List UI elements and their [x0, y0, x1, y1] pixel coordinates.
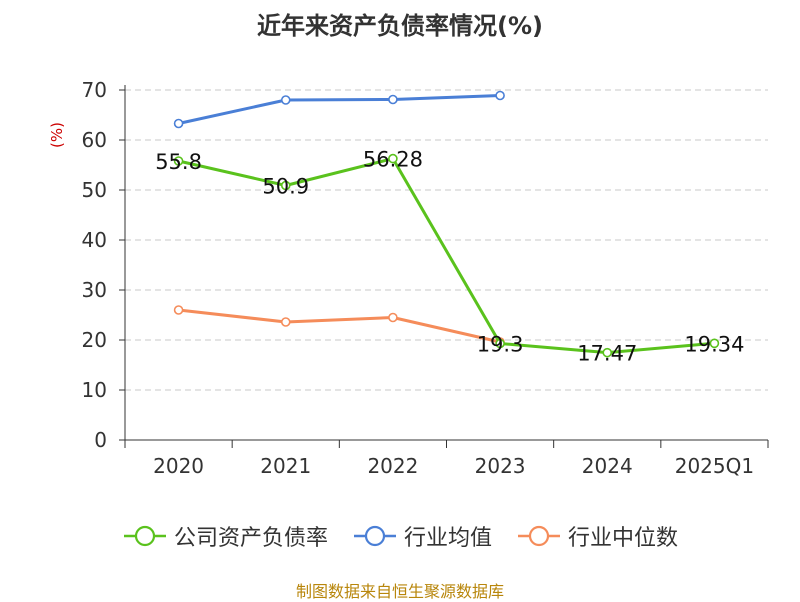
legend-label: 公司资产负债率	[173, 526, 328, 551]
data-point	[388, 153, 398, 164]
data-point	[495, 338, 505, 349]
data-label: 50.9	[262, 175, 309, 199]
x-tick-label: 2023	[475, 454, 526, 478]
series-line	[178, 94, 501, 125]
legend-label: 行业均值	[403, 526, 492, 551]
y-tick-label: 20	[82, 328, 107, 352]
y-tick-label: 40	[82, 228, 107, 252]
legend-item[interactable]: 行业均值	[352, 520, 492, 552]
y-tick-label: 10	[82, 378, 107, 402]
data-point	[709, 338, 720, 349]
legend-marker-icon	[123, 525, 166, 547]
data-point	[173, 118, 184, 129]
legend-marker-icon	[518, 525, 560, 547]
legend-item[interactable]: 公司资产负债率	[122, 520, 328, 552]
x-tick-label: 2022	[367, 454, 418, 478]
data-label: 19.3	[477, 333, 524, 357]
legend-label: 行业中位数	[568, 526, 679, 551]
data-label: 56.28	[363, 148, 423, 172]
series-line	[178, 308, 501, 344]
y-tick-label: 50	[82, 178, 107, 202]
legend-marker-icon	[353, 525, 396, 547]
y-tick-label: 70	[82, 78, 107, 102]
data-point	[280, 95, 291, 105]
data-point	[388, 312, 398, 323]
y-tick-label: 30	[82, 278, 107, 302]
data-point	[280, 317, 291, 327]
data-point	[388, 94, 398, 105]
data-label: 17.47	[577, 342, 637, 366]
chart-title: 近年来资产负债率情况(%)	[257, 12, 543, 40]
y-tick-label: 0	[94, 428, 107, 452]
x-tick-label: 2024	[582, 454, 633, 478]
x-tick-label: 2025Q1	[675, 454, 754, 478]
series-line	[178, 157, 715, 355]
data-point	[280, 180, 291, 191]
x-tick-label: 2021	[260, 454, 311, 478]
legend-item[interactable]: 行业中位数	[516, 520, 678, 552]
data-point	[173, 156, 184, 166]
x-tick-label: 2020	[153, 454, 204, 478]
data-label: 19.34	[684, 332, 744, 356]
data-point	[495, 90, 505, 101]
data-source: 制图数据来自恒生聚源数据库	[295, 582, 504, 601]
data-point	[173, 305, 184, 315]
data-label: 55.8	[155, 150, 202, 174]
legend: 公司资产负债率 行业均值 行业中位数	[0, 520, 800, 552]
y-tick-label: 60	[82, 128, 107, 152]
data-point	[602, 347, 613, 358]
